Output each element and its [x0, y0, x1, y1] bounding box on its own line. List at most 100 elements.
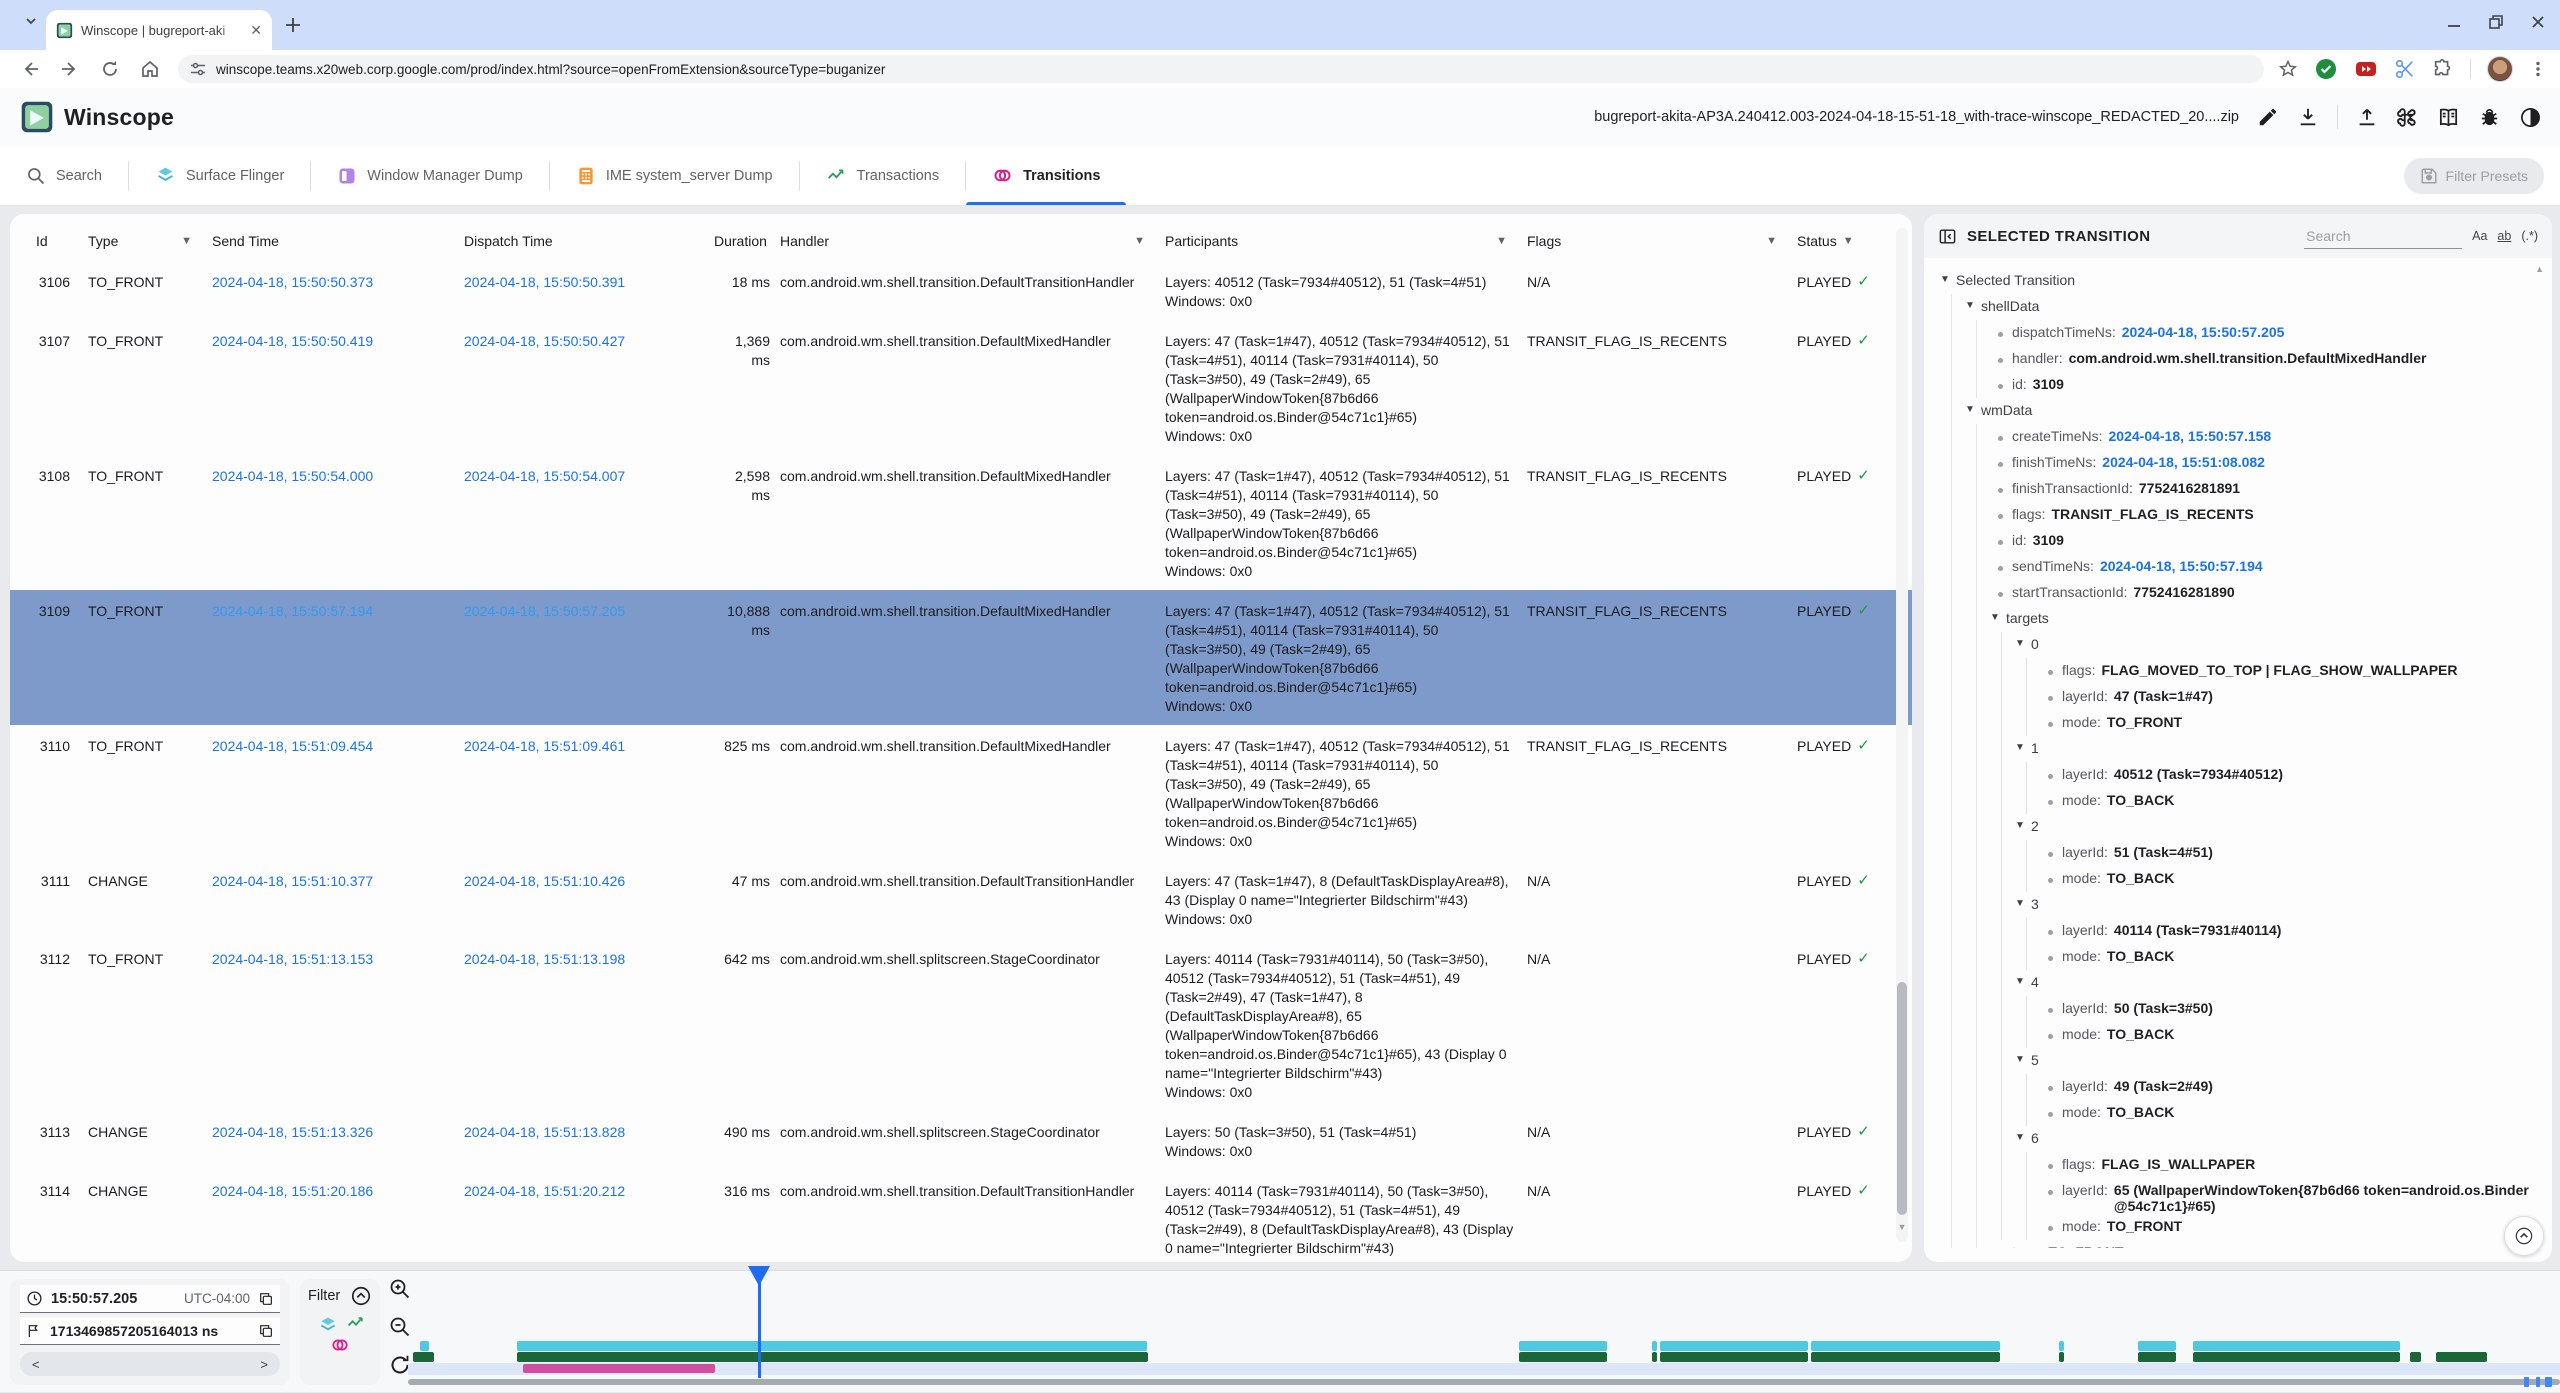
cell-send-time[interactable]: 2024-04-18, 15:50:50.419 — [212, 333, 374, 349]
url-field[interactable]: winscope.teams.x20web.corp.google.com/pr… — [178, 55, 2264, 83]
tree-leaf-layerId[interactable]: layerId: 40512 (Task=7934#40512) — [2040, 762, 2548, 788]
cell-dispatch-time[interactable]: 2024-04-18, 15:51:13.828 — [464, 1124, 626, 1140]
scrollbar-thumb[interactable] — [1897, 982, 1907, 1215]
tree-node-wmdata[interactable]: ▼ wmData — [1965, 398, 2548, 424]
tree-leaf-mode[interactable]: mode: TO_BACK — [2040, 866, 2548, 892]
zoom-reset-icon[interactable] — [388, 1353, 418, 1377]
transition-row-3106[interactable]: 3106 TO_FRONT 2024-04-18, 15:50:50.373 2024… — [10, 261, 1912, 320]
expander-arrow-icon[interactable]: ▼ — [1965, 300, 1975, 311]
match-word-toggle[interactable]: ab — [2497, 229, 2512, 243]
browser-menu-kebab-icon[interactable] — [2529, 60, 2547, 78]
timeline-segment-surfaceflinger[interactable] — [517, 1341, 1147, 1351]
cell-send-time[interactable]: 2024-04-18, 15:51:20.186 — [212, 1183, 374, 1199]
column-header-flags[interactable]: Flags ▼ — [1527, 232, 1797, 251]
cell-send-time[interactable]: 2024-04-18, 15:50:54.000 — [212, 468, 374, 484]
cell-dispatch-time[interactable]: 2024-04-18, 15:50:57.205 — [464, 603, 626, 619]
filter-collapse-icon[interactable] — [350, 1285, 372, 1307]
transition-row-3113[interactable]: 3113 CHANGE 2024-04-18, 15:51:13.326 2024-0… — [10, 1111, 1912, 1170]
timeline-segment-transactions[interactable] — [2193, 1352, 2400, 1362]
tree-leaf-layerId[interactable]: layerId: 50 (Task=3#50) — [2040, 996, 2548, 1022]
tree-leaf-mode[interactable]: mode: TO_FRONT — [2040, 1214, 2548, 1240]
tab-search[interactable]: Search — [0, 146, 128, 205]
dark-mode-contrast-icon[interactable] — [2519, 106, 2542, 129]
expander-arrow-icon[interactable]: ▼ — [2015, 976, 2025, 987]
column-header-participants[interactable]: Participants ▼ — [1165, 232, 1527, 251]
surfaceflinger-filter-icon[interactable] — [318, 1315, 338, 1335]
timeline-segment-surfaceflinger[interactable] — [420, 1341, 429, 1351]
tree-leaf-mode[interactable]: mode: TO_BACK — [2040, 1100, 2548, 1126]
timeline-segment-transactions[interactable] — [2138, 1352, 2176, 1362]
panel-search-input[interactable] — [2304, 223, 2463, 249]
tab-transactions[interactable]: Transactions — [800, 146, 965, 205]
column-header-handler[interactable]: Handler ▼ — [780, 232, 1165, 251]
transitions-filter-icon[interactable] — [330, 1335, 350, 1355]
tree-leaf-type[interactable]: type: TO_FRONT — [1990, 1240, 2548, 1248]
tree-leaf-layerId[interactable]: layerId: 49 (Task=2#49) — [2040, 1074, 2548, 1100]
cell-dispatch-time[interactable]: 2024-04-18, 15:50:50.391 — [464, 274, 626, 290]
window-close-icon[interactable] — [2530, 14, 2546, 30]
cell-send-time[interactable]: 2024-04-18, 15:51:09.454 — [212, 738, 374, 754]
expander-arrow-icon[interactable]: ▼ — [2015, 898, 2025, 909]
transition-row-3112[interactable]: 3112 TO_FRONT 2024-04-18, 15:51:13.153 2024… — [10, 938, 1912, 1111]
zoom-in-icon[interactable] — [388, 1277, 418, 1301]
tree-leaf-sendTimeNs[interactable]: sendTimeNs: 2024-04-18, 15:50:57.194 — [1990, 554, 2548, 580]
timeline-segment-transactions[interactable] — [2410, 1352, 2421, 1362]
column-filter-caret-icon[interactable]: ▼ — [181, 235, 192, 247]
timeline-horizontal-scrollbar[interactable] — [408, 1379, 2560, 1385]
home-icon[interactable] — [140, 59, 160, 79]
cell-dispatch-time[interactable]: 2024-04-18, 15:50:50.427 — [464, 333, 626, 349]
transition-row-3107[interactable]: 3107 TO_FRONT 2024-04-18, 15:50:50.419 2024… — [10, 320, 1912, 455]
timeline-segment-transactions[interactable] — [1519, 1352, 1607, 1362]
zoom-out-icon[interactable] — [388, 1315, 418, 1339]
column-header-status[interactable]: Status ▼ — [1797, 232, 1893, 251]
timeline-segment-transactions[interactable] — [517, 1352, 1148, 1362]
column-header-type[interactable]: Type ▼ — [80, 232, 212, 251]
tree-leaf-layerId[interactable]: layerId: 65 (WallpaperWindowToken{87b6d66… — [2040, 1178, 2548, 1214]
tree-leaf-id[interactable]: id: 3109 — [1990, 372, 2548, 398]
tree-node-5[interactable]: ▼ 5 — [2015, 1048, 2548, 1074]
scrollbar-down-arrow-icon[interactable]: ▼ — [1897, 1222, 1907, 1232]
cell-send-time[interactable]: 2024-04-18, 15:50:57.194 — [212, 603, 374, 619]
timeline-segment-surfaceflinger[interactable] — [2138, 1341, 2176, 1351]
timeline-segment-transactions[interactable] — [413, 1352, 434, 1362]
timeline-segment-transactions[interactable] — [2436, 1352, 2487, 1362]
tree-node-3[interactable]: ▼ 3 — [2015, 892, 2548, 918]
timeline-segment-transactions[interactable] — [1660, 1352, 1808, 1362]
cell-send-time[interactable]: 2024-04-18, 15:51:13.153 — [212, 951, 374, 967]
tree-leaf-finishTransactionId[interactable]: finishTransactionId: 7752416281891 — [1990, 476, 2548, 502]
copy-ns-icon[interactable] — [258, 1323, 274, 1339]
cursor-ns-value[interactable]: 1713469857205164013 ns — [50, 1322, 219, 1339]
tree-node-shelldata[interactable]: ▼ shellData — [1965, 294, 2548, 320]
timeline-canvas[interactable] — [0, 1266, 2560, 1393]
timeline-segment-surfaceflinger[interactable] — [1652, 1341, 1657, 1351]
browser-tab[interactable]: Winscope | bugreport-aki ✕ — [46, 10, 272, 50]
tab-surface-flinger[interactable]: Surface Flinger — [129, 146, 310, 205]
tree-leaf-flags[interactable]: flags: FLAG_MOVED_TO_TOP | FLAG_SHOW_WALL… — [2040, 658, 2548, 684]
property-value[interactable]: 2024-04-18, 15:50:57.158 — [2108, 428, 2272, 444]
expander-arrow-icon[interactable]: ▼ — [1940, 274, 1950, 285]
forward-icon[interactable] — [60, 59, 80, 79]
tree-leaf-flags[interactable]: flags: TRANSIT_FLAG_IS_RECENTS — [1990, 502, 2548, 528]
column-header-duration[interactable]: Duration — [714, 232, 780, 251]
tree-leaf-layerId[interactable]: layerId: 51 (Task=4#51) — [2040, 840, 2548, 866]
extensions-puzzle-icon[interactable] — [2432, 58, 2454, 80]
transition-row-3111[interactable]: 3111 CHANGE 2024-04-18, 15:51:10.377 2024-0… — [10, 860, 1912, 938]
expander-arrow-icon[interactable]: ▼ — [2015, 1054, 2025, 1065]
transition-row-3110[interactable]: 3110 TO_FRONT 2024-04-18, 15:51:09.454 2024… — [10, 725, 1912, 860]
timeline-segment-surfaceflinger[interactable] — [2193, 1341, 2400, 1351]
cell-dispatch-time[interactable]: 2024-04-18, 15:51:20.212 — [464, 1183, 626, 1199]
timeline-segment-surfaceflinger[interactable] — [2059, 1341, 2064, 1351]
table-vertical-scrollbar[interactable]: ▼ — [1896, 228, 1908, 1242]
extension-scissors-icon[interactable] — [2394, 58, 2416, 80]
cell-send-time[interactable]: 2024-04-18, 15:51:10.377 — [212, 873, 374, 889]
prev-frame-button[interactable]: < — [32, 1356, 40, 1372]
property-value[interactable]: 2024-04-18, 15:50:57.194 — [2099, 558, 2263, 574]
tree-node-0[interactable]: ▼ 0 — [2015, 632, 2548, 658]
timeline-segment-surfaceflinger[interactable] — [1811, 1341, 2000, 1351]
expander-arrow-icon[interactable]: ▼ — [2015, 820, 2025, 831]
regex-toggle[interactable]: (.*) — [2521, 229, 2538, 243]
back-icon[interactable] — [20, 59, 40, 79]
transition-row-3114[interactable]: 3114 CHANGE 2024-04-18, 15:51:20.186 2024-0… — [10, 1170, 1912, 1262]
report-bug-icon[interactable] — [2478, 106, 2501, 129]
tree-node-1[interactable]: ▼ 1 — [2015, 736, 2548, 762]
